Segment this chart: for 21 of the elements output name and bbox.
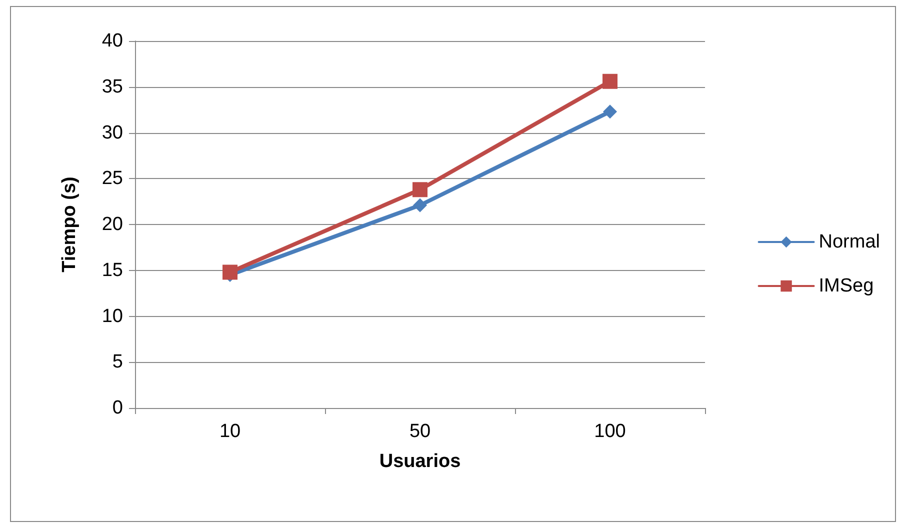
point (413, 198, 427, 212)
x-tick-label: 100 (594, 421, 626, 442)
x-axis-title: Usuarios (379, 451, 461, 472)
y-tick-label: 20 (102, 214, 123, 235)
x-tick-label: 10 (219, 421, 241, 442)
y-tick-label: 5 (112, 352, 123, 373)
y-tick-label: 10 (102, 306, 123, 327)
point (602, 74, 618, 89)
point (412, 182, 428, 198)
legend-label: Normal (818, 232, 880, 252)
x-tick-label: 50 (409, 421, 431, 442)
y-tick-label: 30 (102, 122, 123, 144)
y-tick-label: 35 (102, 76, 123, 98)
y-axis-title: Tiempo (s) (59, 176, 80, 272)
y-tick-label: 25 (102, 168, 123, 190)
point (603, 104, 617, 119)
y-tick-label: 0 (112, 398, 123, 418)
legend-label: IMSeg (818, 276, 874, 296)
point (222, 264, 238, 280)
y-tick-label: 15 (102, 260, 123, 281)
y-tick-label: 40 (102, 30, 123, 52)
